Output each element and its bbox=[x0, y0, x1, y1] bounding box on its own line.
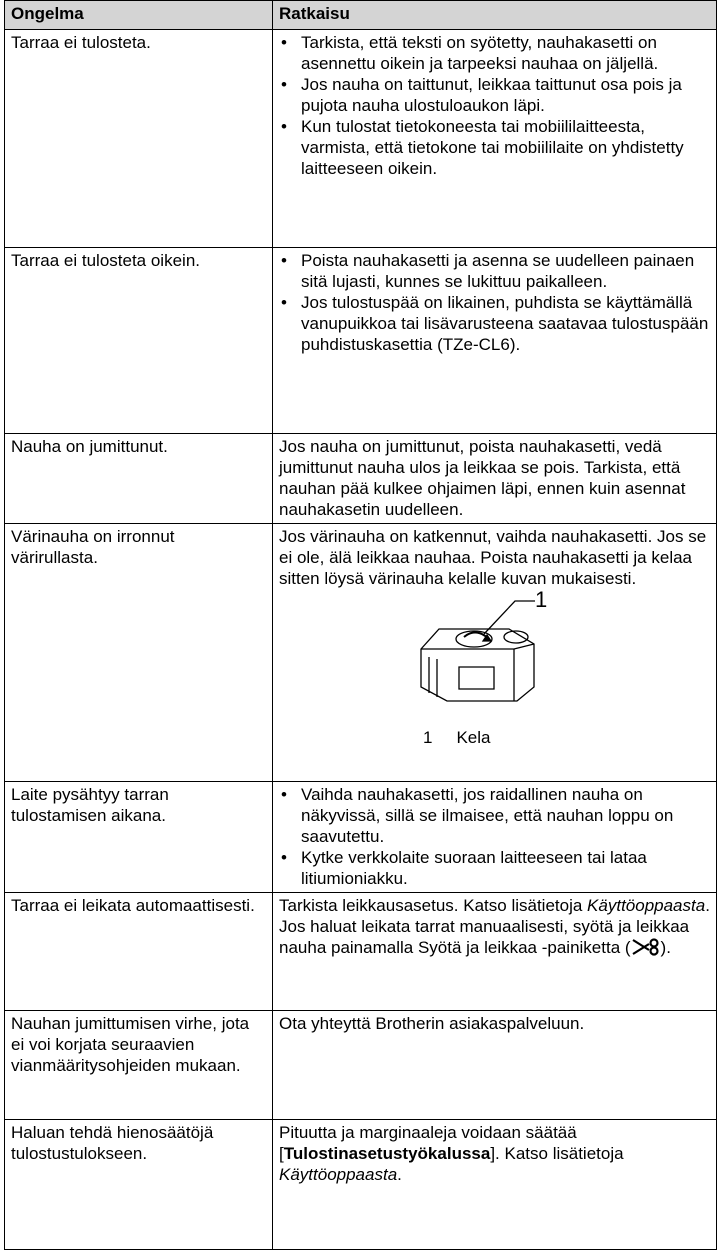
solution: Tarkista, että teksti on syötetty, nauha… bbox=[272, 29, 717, 248]
cassette-illustration: 1 bbox=[420, 589, 547, 702]
text: . bbox=[705, 896, 710, 915]
italic-reference: Käyttöoppaasta bbox=[279, 1165, 398, 1184]
bullet-list: Vaihda nauhakasetti, jos raidallinen nau… bbox=[279, 784, 710, 889]
bullet-list: Poista nauhakasetti ja asenna se uudelle… bbox=[279, 250, 710, 355]
solution: Tarkista leikkausasetus. Katso lisätieto… bbox=[272, 892, 717, 1011]
bullet: Tarkista, että teksti on syötetty, nauha… bbox=[279, 32, 710, 74]
bullet: Jos nauha on taittunut, leikkaa taittunu… bbox=[279, 74, 710, 116]
figure-callout: 1 bbox=[535, 589, 547, 612]
row: Tarraa ei tulosteta oikein. Poista nauha… bbox=[4, 247, 717, 434]
row: Haluan tehdä hienosäätöjä tulostustuloks… bbox=[4, 1119, 717, 1250]
row: Nauha on jumittunut. Jos nauha on jumitt… bbox=[4, 433, 717, 524]
paragraph: Jos haluat leikata tarrat manuaalisesti,… bbox=[279, 916, 710, 958]
caption-text: Kela bbox=[456, 728, 491, 747]
row: Tarraa ei leikata automaattisesti. Tarki… bbox=[4, 892, 717, 1011]
bullet: Kytke verkkolaite suoraan laitteeseen ta… bbox=[279, 847, 710, 889]
problem: Nauhan jumittumisen virhe, jota ei voi k… bbox=[4, 1010, 273, 1120]
figure-caption: 1 Kela bbox=[423, 727, 491, 748]
text: Tarkista leikkausasetus. Katso lisätieto… bbox=[279, 896, 588, 915]
paragraph: Tarkista leikkausasetus. Katso lisätieto… bbox=[279, 895, 710, 916]
problem: Tarraa ei tulosteta. bbox=[4, 29, 273, 248]
bullet: Jos tulostuspää on likainen, puhdista se… bbox=[279, 292, 710, 355]
row: Tarraa ei tulosteta. Tarkista, että teks… bbox=[4, 29, 717, 248]
problem: Tarraa ei leikata automaattisesti. bbox=[4, 892, 273, 1011]
scissors-icon bbox=[631, 938, 659, 956]
bullet: Kun tulostat tietokoneesta tai mobiilila… bbox=[279, 116, 710, 179]
problem: Värinauha on irronnut värirullasta. bbox=[4, 523, 273, 782]
header-cell: Ratkaisu bbox=[272, 0, 717, 30]
text: Jos haluat leikata tarrat manuaalisesti,… bbox=[279, 917, 690, 957]
paragraph: Jos värinauha on katkennut, vaihda nauha… bbox=[279, 527, 707, 588]
text: ]. Katso lisätietoja bbox=[490, 1144, 624, 1163]
paragraph: Pituutta ja marginaaleja voidaan säätää … bbox=[279, 1122, 710, 1185]
text: ). bbox=[660, 938, 671, 957]
text: . bbox=[397, 1165, 402, 1184]
header-row: Ongelma Ratkaisu bbox=[4, 0, 717, 30]
caption-number: 1 bbox=[423, 728, 433, 747]
solution: Ota yhteyttä Brotherin asiakaspalveluun. bbox=[272, 1010, 717, 1120]
solution: Vaihda nauhakasetti, jos raidallinen nau… bbox=[272, 781, 717, 893]
problem: Tarraa ei tulosteta oikein. bbox=[4, 247, 273, 434]
troubleshooting-table: Ongelma Ratkaisu Tarraa ei tulosteta. Ta… bbox=[4, 0, 717, 1250]
problem: Laite pysähtyy tarran tulostamisen aikan… bbox=[4, 781, 273, 893]
bold-term: Tulostinasetustyökalussa bbox=[283, 1144, 491, 1163]
solution: Jos nauha on jumittunut, poista nauhakas… bbox=[272, 433, 717, 524]
italic-reference: Käyttöoppaasta bbox=[587, 896, 706, 915]
text: Pituutta ja marginaaleja voidaan säätää … bbox=[279, 1123, 577, 1163]
solution: Jos värinauha on katkennut, vaihda nauha… bbox=[272, 523, 717, 782]
solution: Poista nauhakasetti ja asenna se uudelle… bbox=[272, 247, 717, 434]
bullet-list: Tarkista, että teksti on syötetty, nauha… bbox=[279, 32, 710, 179]
bullet: Poista nauhakasetti ja asenna se uudelle… bbox=[279, 250, 710, 292]
row: Laite pysähtyy tarran tulostamisen aikan… bbox=[4, 781, 717, 893]
row: Nauhan jumittumisen virhe, jota ei voi k… bbox=[4, 1010, 717, 1120]
row: Värinauha on irronnut värirullasta. Jos … bbox=[4, 523, 717, 782]
bullet: Vaihda nauhakasetti, jos raidallinen nau… bbox=[279, 784, 710, 847]
figure: 1 1 Kela bbox=[279, 589, 710, 754]
problem: Nauha on jumittunut. bbox=[4, 433, 273, 524]
solution: Pituutta ja marginaaleja voidaan säätää … bbox=[272, 1119, 717, 1250]
header-cell: Ongelma bbox=[4, 0, 273, 30]
problem: Haluan tehdä hienosäätöjä tulostustuloks… bbox=[4, 1119, 273, 1250]
